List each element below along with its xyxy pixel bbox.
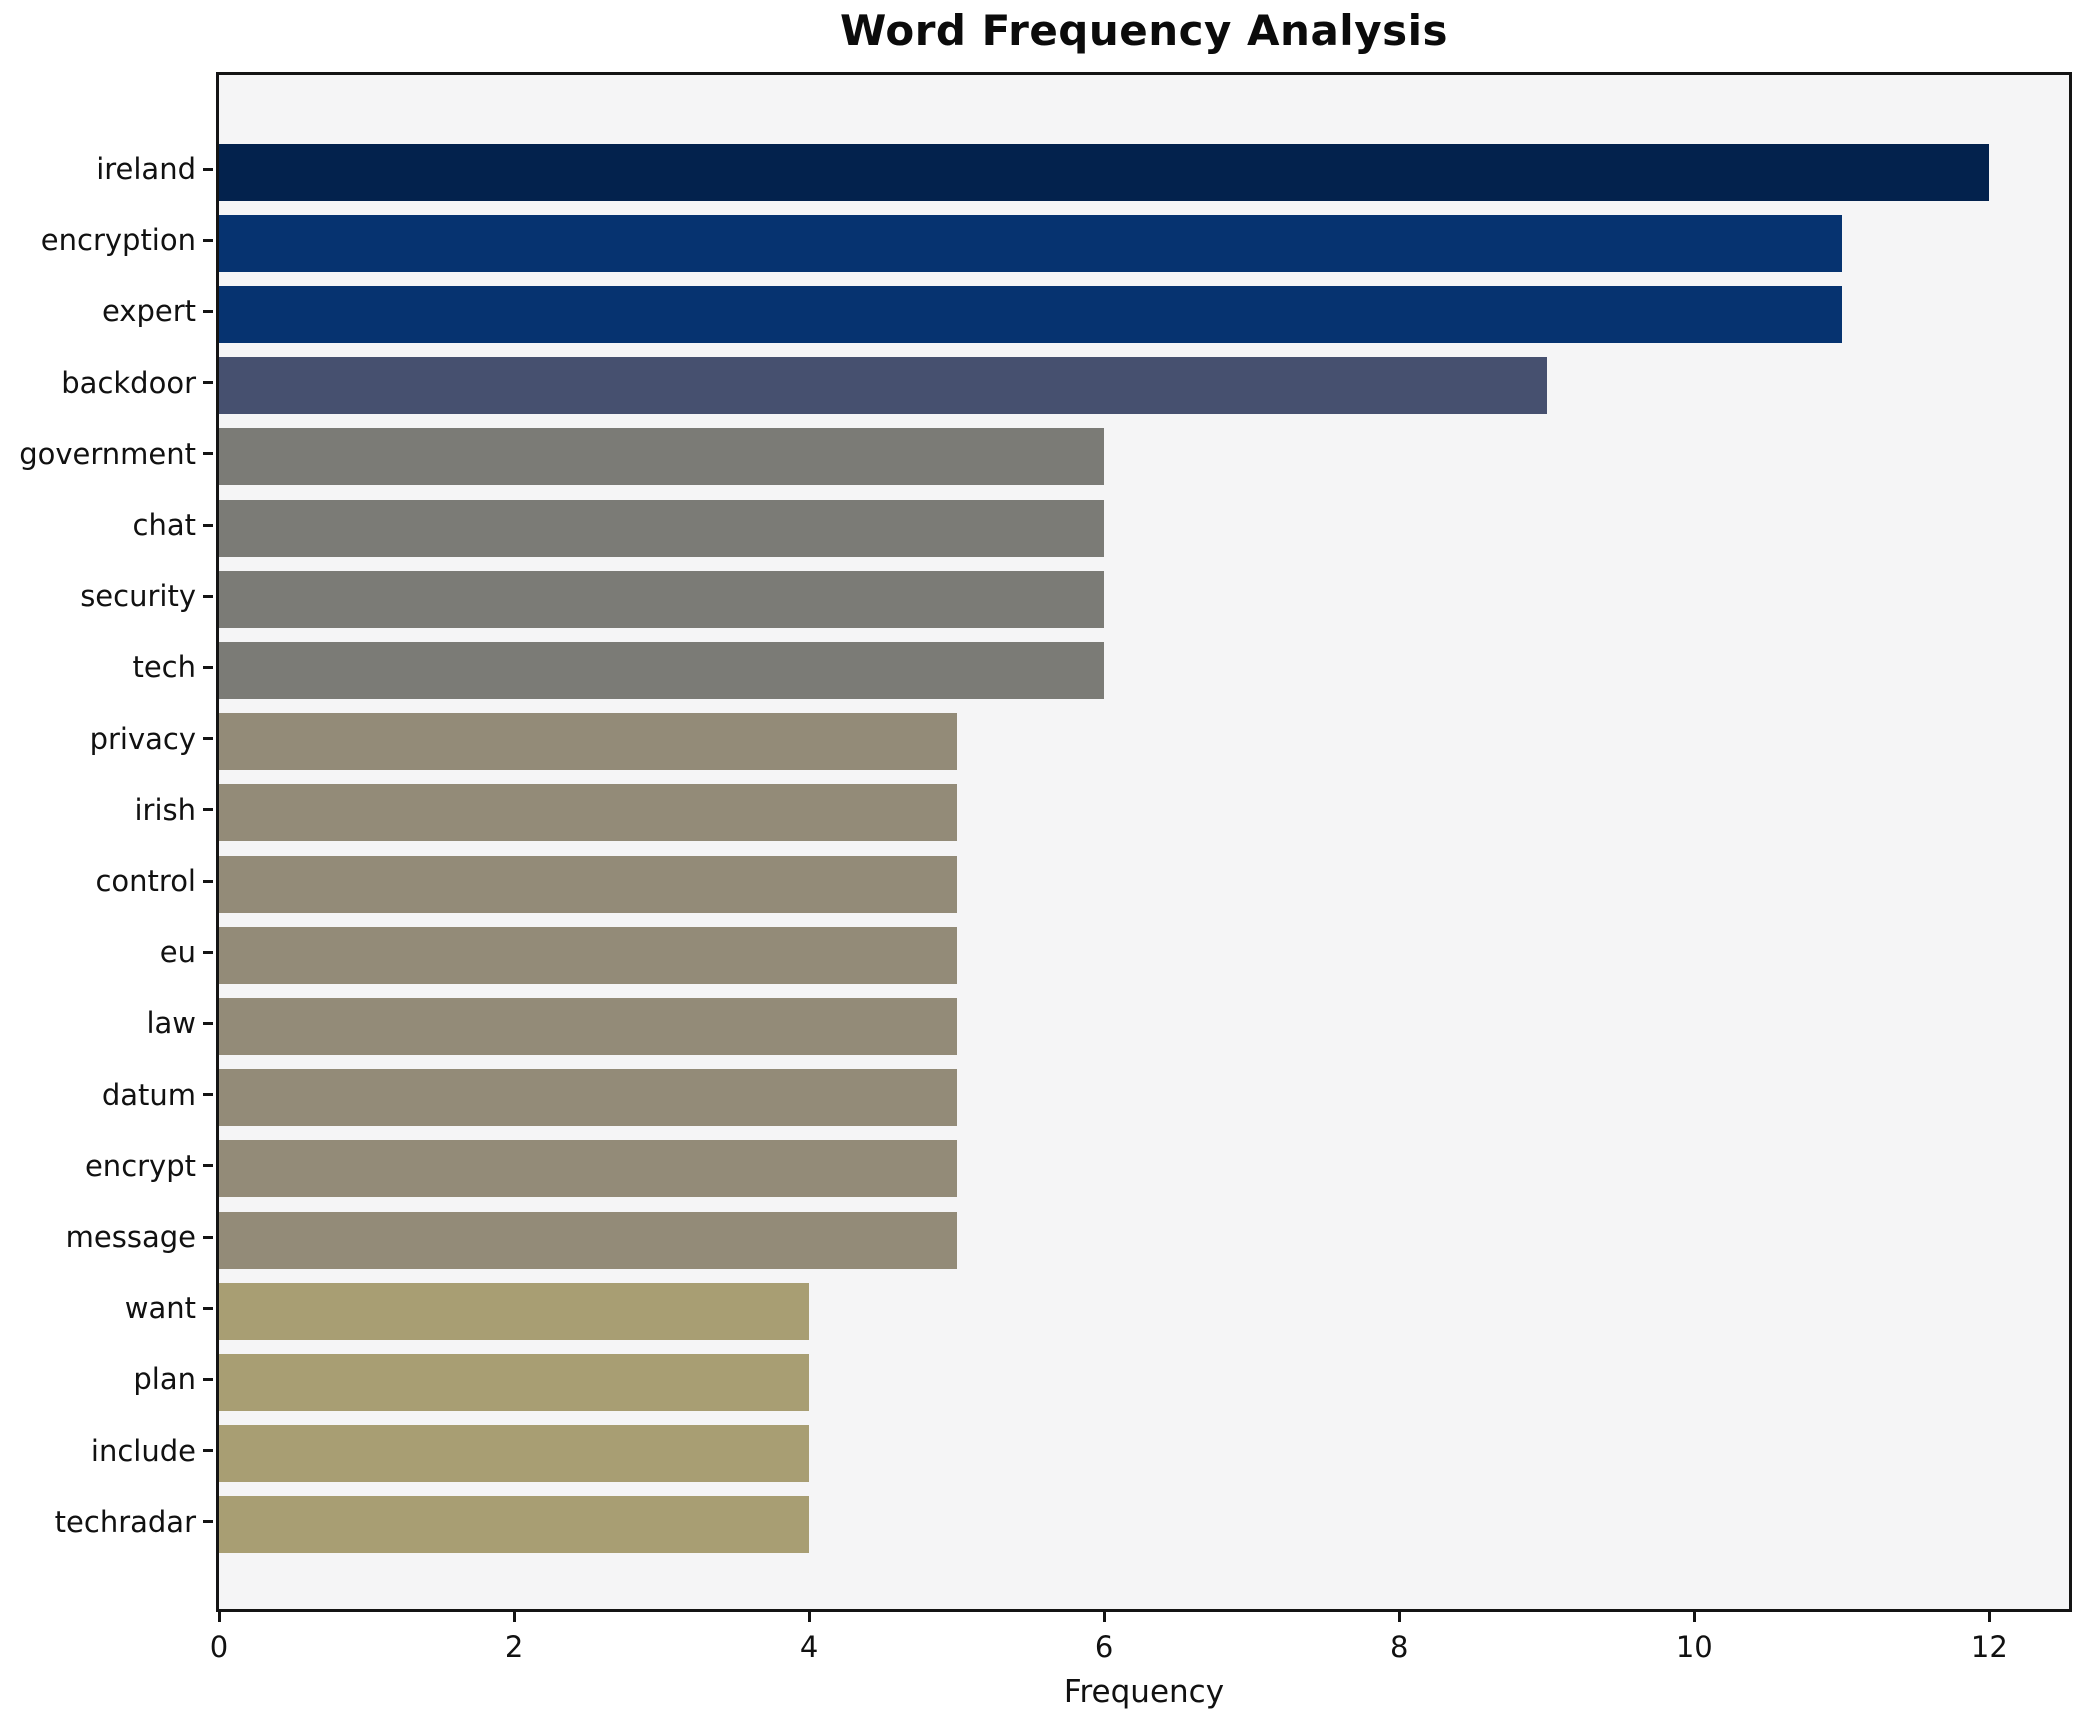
x-tick-label-6: 6 [1094, 1630, 1114, 1664]
y-label-tech: tech [132, 650, 196, 685]
y-tick-government [203, 452, 213, 456]
y-tick-message [203, 1235, 213, 1239]
y-tick-control [203, 879, 213, 883]
bar-ireland [219, 143, 1990, 201]
x-tick-label-12: 12 [1970, 1630, 2008, 1664]
bar-control [219, 855, 957, 913]
x-tick-4 [807, 1612, 811, 1622]
bar-encryption [219, 214, 1842, 272]
bar-chat [219, 499, 1105, 557]
y-tick-expert [203, 309, 213, 313]
y-tick-plan [203, 1377, 213, 1381]
bar-datum [219, 1069, 957, 1127]
chart-title: Word Frequency Analysis [840, 6, 1448, 55]
x-tick-label-10: 10 [1675, 1630, 1713, 1664]
bars-layer [219, 75, 2069, 1609]
y-label-eu: eu [159, 935, 196, 970]
y-tick-encryption [203, 238, 213, 242]
bar-privacy [219, 713, 957, 771]
y-label-message: message [65, 1220, 196, 1254]
x-axis-title: Frequency [1063, 1674, 1225, 1710]
bar-backdoor [219, 357, 1547, 415]
x-tick-label-4: 4 [799, 1630, 819, 1664]
y-tick-datum [203, 1093, 213, 1097]
y-tick-include [203, 1449, 213, 1453]
y-label-irish: irish [134, 792, 196, 827]
y-label-control: control [95, 864, 196, 898]
y-tick-backdoor [203, 381, 213, 385]
y-label-law: law [146, 1006, 196, 1041]
bar-eu [219, 926, 957, 984]
x-tick-8 [1397, 1612, 1401, 1622]
bar-include [219, 1425, 810, 1483]
y-label-backdoor: backdoor [61, 365, 196, 400]
x-tick-label-2: 2 [504, 1630, 524, 1664]
y-tick-encrypt [203, 1164, 213, 1168]
y-label-techradar: techradar [54, 1504, 196, 1539]
y-tick-ireland [203, 167, 213, 171]
x-tick-6 [1102, 1612, 1106, 1622]
x-tick-12 [1987, 1612, 1991, 1622]
y-tick-techradar [203, 1520, 213, 1524]
y-label-ireland: ireland [96, 152, 196, 186]
y-tick-irish [203, 808, 213, 812]
y-label-want: want [124, 1291, 196, 1326]
plot-area [216, 72, 2072, 1612]
bar-tech [219, 641, 1105, 699]
y-label-privacy: privacy [89, 721, 196, 756]
bar-law [219, 997, 957, 1055]
bar-plan [219, 1353, 810, 1411]
bar-irish [219, 784, 957, 842]
x-tick-label-0: 0 [209, 1630, 229, 1664]
x-tick-label-8: 8 [1389, 1630, 1409, 1664]
x-tick-2 [512, 1612, 516, 1622]
y-label-encryption: encryption [40, 223, 196, 258]
y-label-expert: expert [101, 294, 196, 329]
y-label-security: security [80, 579, 196, 614]
x-tick-10 [1692, 1612, 1696, 1622]
bar-security [219, 570, 1105, 628]
bar-want [219, 1282, 810, 1340]
bar-message [219, 1211, 957, 1269]
y-label-encrypt: encrypt [84, 1148, 196, 1183]
y-tick-privacy [203, 737, 213, 741]
y-label-government: government [19, 436, 196, 471]
y-tick-security [203, 594, 213, 598]
y-tick-tech [203, 665, 213, 669]
bar-government [219, 428, 1105, 486]
bar-encrypt [219, 1140, 957, 1198]
y-tick-eu [203, 950, 213, 954]
y-tick-law [203, 1021, 213, 1025]
y-label-datum: datum [101, 1077, 196, 1112]
x-tick-0 [217, 1612, 221, 1622]
y-label-include: include [90, 1433, 196, 1468]
bar-techradar [219, 1496, 810, 1554]
y-tick-chat [203, 523, 213, 527]
y-tick-want [203, 1306, 213, 1310]
y-label-plan: plan [133, 1362, 196, 1397]
y-label-chat: chat [132, 508, 196, 542]
bar-expert [219, 285, 1842, 343]
